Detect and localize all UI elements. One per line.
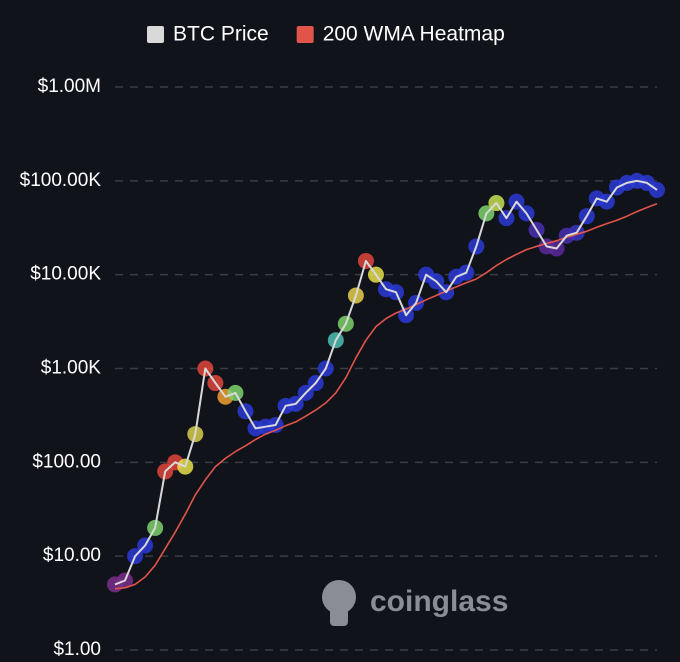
watermark-text: coinglass <box>370 585 508 618</box>
legend-label: 200 WMA Heatmap <box>323 23 505 46</box>
y-tick-label: $1.00K <box>41 358 102 379</box>
y-tick-label: $10.00 <box>43 545 101 566</box>
legend-label: BTC Price <box>173 23 269 46</box>
heat-dot <box>649 181 665 198</box>
price-line <box>114 179 658 586</box>
wma-line <box>114 202 658 590</box>
legend-swatch <box>147 26 164 43</box>
watermark: coinglass <box>322 580 508 626</box>
y-tick-label: $100.00K <box>20 170 102 191</box>
legend-swatch <box>296 26 314 43</box>
y-tick-label: $1.00 <box>53 639 101 660</box>
y-tick-label: $10.00K <box>30 264 101 285</box>
y-tick-label: $100.00 <box>32 451 101 472</box>
y-tick-label: $1.00M <box>38 76 101 97</box>
watermark-logo <box>322 580 356 614</box>
watermark-logo <box>330 608 348 626</box>
